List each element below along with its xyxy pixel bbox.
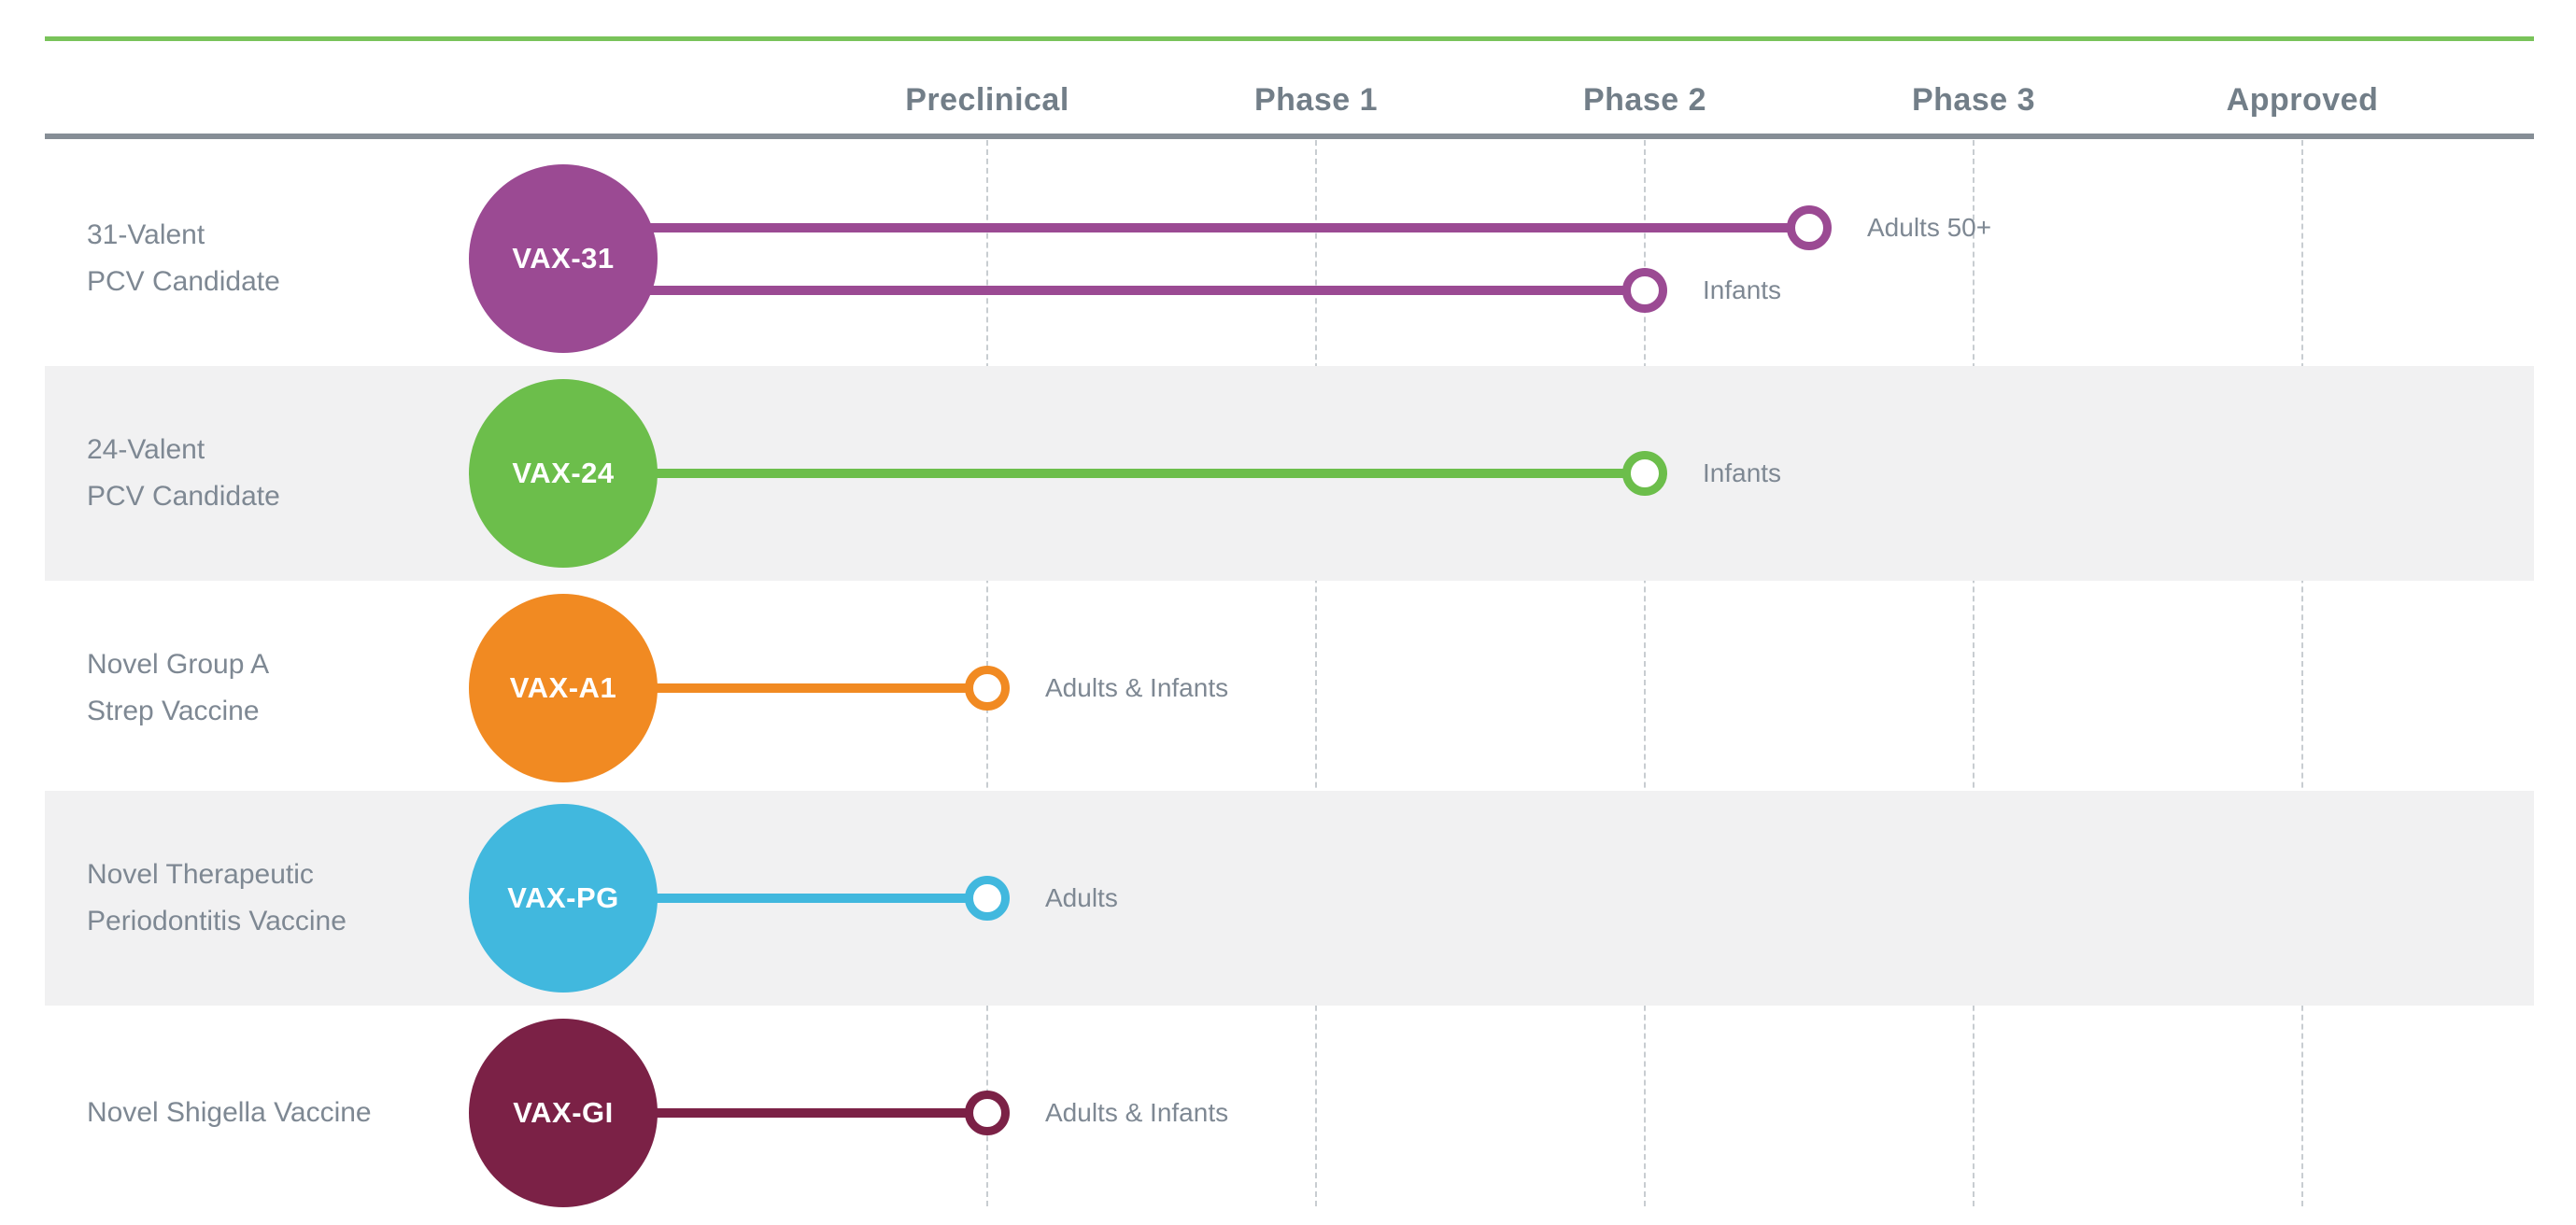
audience-label: Infants (1703, 458, 1782, 487)
program-description: Novel Group A Strep Vaccine (87, 641, 269, 735)
column-header-phase-2: Phase 2 (1582, 82, 1707, 118)
program-bubble-vax-24: VAX-24 (469, 379, 658, 568)
program-bubble-vax-pg: VAX-PG (469, 804, 658, 993)
program-bubble-label: VAX-24 (512, 457, 615, 489)
program-bubble-vax-a1: VAX-A1 (469, 594, 658, 782)
stage-endpoint-ring (965, 1091, 1010, 1135)
stage-endpoint-ring (1787, 205, 1832, 250)
column-header-approved: Approved (2226, 82, 2379, 118)
stage-progress-line (563, 286, 1645, 295)
column-header-phase-1: Phase 1 (1253, 82, 1379, 118)
audience-label: Adults 50+ (1867, 213, 1992, 242)
stage-progress-line (563, 683, 987, 693)
stage-endpoint-ring (1622, 268, 1667, 313)
stage-endpoint-ring (965, 876, 1010, 921)
program-description: Novel Therapeutic Periodontitis Vaccine (87, 852, 347, 945)
program-description-line: 24-Valent (87, 434, 205, 465)
column-header-preclinical: Preclinical (905, 82, 1069, 118)
program-description-line: Novel Shigella Vaccine (87, 1097, 372, 1128)
stage-endpoint-ring (965, 666, 1010, 711)
program-description-line: Periodontitis Vaccine (87, 906, 347, 936)
audience-label: Infants (1703, 275, 1782, 304)
program-description: 24-Valent PCV Candidate (87, 427, 280, 520)
program-description-line: PCV Candidate (87, 266, 280, 297)
program-description-line: PCV Candidate (87, 481, 280, 512)
column-gridline-approved (2301, 140, 2303, 1206)
program-bubble-vax-gi: VAX-GI (469, 1019, 658, 1207)
program-bubble-label: VAX-GI (513, 1096, 614, 1129)
top-accent-line (45, 36, 2534, 41)
program-bubble-vax-31: VAX-31 (469, 164, 658, 353)
stage-progress-line (563, 1108, 987, 1118)
program-bubble-label: VAX-A1 (509, 671, 617, 704)
audience-label: Adults (1045, 883, 1118, 912)
program-bubble-label: VAX-PG (507, 881, 619, 914)
column-header-phase-3: Phase 3 (1911, 82, 2036, 118)
row-band (45, 791, 2534, 1006)
program-description-line: 31-Valent (87, 219, 205, 250)
program-bubble-label: VAX-31 (512, 242, 615, 275)
stage-endpoint-ring (1622, 451, 1667, 496)
audience-label: Adults & Infants (1045, 673, 1229, 702)
program-description: 31-Valent PCV Candidate (87, 212, 280, 305)
program-description-line: Novel Group A (87, 649, 270, 680)
program-description-line: Strep Vaccine (87, 696, 260, 726)
program-description: Novel Shigella Vaccine (87, 1090, 372, 1136)
stage-progress-line (563, 469, 1645, 478)
column-gridline-phase-3 (1973, 140, 1974, 1206)
audience-label: Adults & Infants (1045, 1098, 1229, 1127)
column-gridline-phase-1 (1315, 140, 1317, 1206)
program-description-line: Novel Therapeutic (87, 859, 314, 890)
header-divider (45, 134, 2534, 139)
column-gridline-phase-2 (1644, 140, 1646, 1206)
stage-progress-line (563, 894, 987, 903)
stage-progress-line (563, 223, 1809, 232)
